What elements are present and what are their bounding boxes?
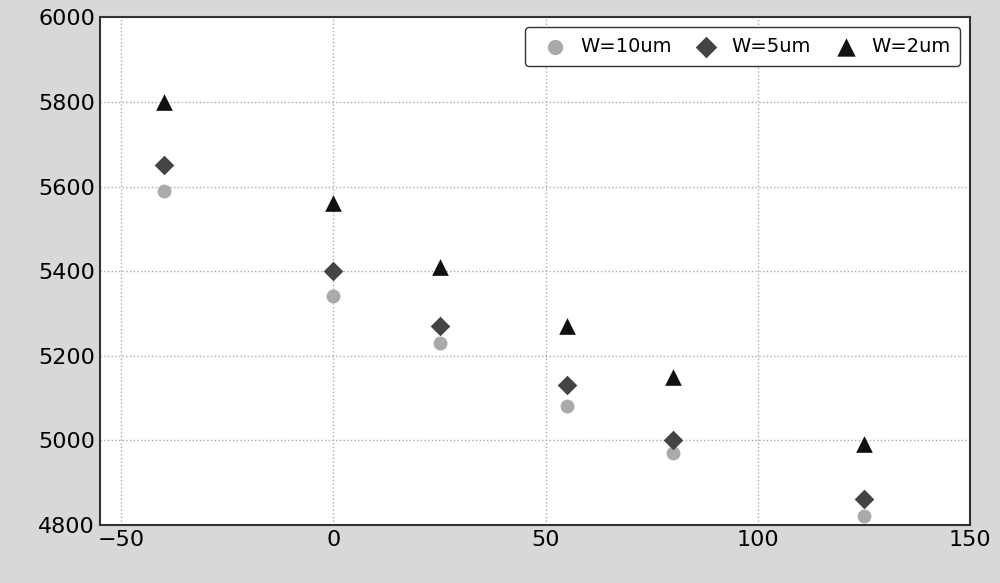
W=10um: [432, 338, 448, 347]
W=2um: [325, 199, 341, 208]
W=5um: [432, 321, 448, 331]
W=5um: [559, 381, 575, 390]
W=10um: [559, 402, 575, 411]
Legend: W=10um, W=5um, W=2um: W=10um, W=5um, W=2um: [525, 27, 960, 66]
W=5um: [156, 161, 172, 170]
W=5um: [665, 436, 681, 445]
W=10um: [665, 448, 681, 458]
W=5um: [856, 494, 872, 504]
W=2um: [559, 321, 575, 331]
W=2um: [665, 372, 681, 381]
W=2um: [432, 262, 448, 272]
W=10um: [325, 292, 341, 301]
W=2um: [156, 97, 172, 107]
W=5um: [325, 266, 341, 276]
W=10um: [156, 186, 172, 195]
W=10um: [856, 511, 872, 521]
W=2um: [856, 440, 872, 449]
